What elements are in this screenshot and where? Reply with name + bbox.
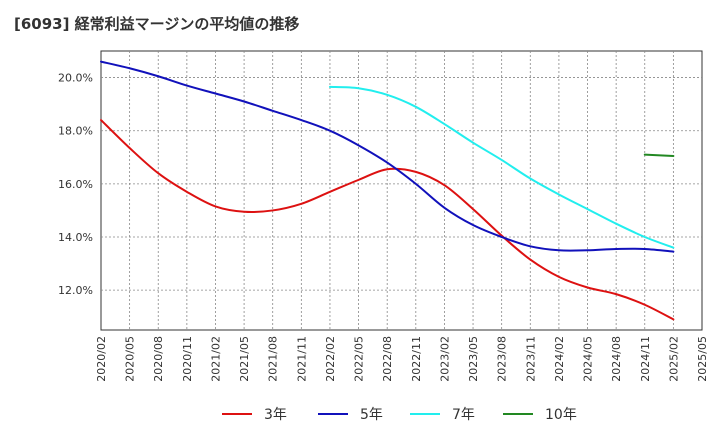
y-tick-label: 16.0%	[58, 178, 93, 191]
series-line-4	[643, 153, 675, 157]
x-tick-label: 2020/02	[95, 336, 108, 382]
x-tick-label: 2020/11	[181, 336, 194, 382]
y-tick-label: 18.0%	[58, 125, 93, 138]
x-tick-label: 2021/08	[267, 336, 280, 382]
x-tick-label: 2023/11	[524, 336, 537, 382]
chart-title: [6093] 経常利益マージンの平均値の推移	[14, 15, 300, 33]
x-tick-label: 2022/05	[353, 336, 366, 382]
y-tick-label: 12.0%	[58, 284, 93, 297]
x-tick-label: 2020/08	[152, 336, 165, 382]
legend-label-4: 10年	[545, 407, 577, 423]
x-tick-label: 2024/05	[582, 336, 595, 382]
x-tick-label: 2022/11	[410, 336, 423, 382]
x-tick-label: 2022/08	[381, 336, 394, 382]
legend-label-2: 5年	[360, 407, 383, 423]
x-tick-label: 2023/05	[467, 336, 480, 382]
x-tick-label: 2024/02	[553, 336, 566, 382]
y-tick-label: 20.0%	[58, 72, 93, 85]
x-tick-label: 2023/02	[438, 336, 451, 382]
x-tick-label: 2024/08	[610, 336, 623, 382]
series-line-1	[100, 119, 675, 321]
legend-label-3: 7年	[452, 407, 475, 423]
y-tick-label: 14.0%	[58, 231, 93, 244]
x-tick-label: 2020/05	[124, 336, 137, 382]
legend-label-1: 3年	[264, 407, 287, 423]
x-tick-label: 2024/11	[639, 336, 652, 382]
x-tick-label: 2021/02	[209, 336, 222, 382]
x-tick-label: 2021/05	[238, 336, 251, 382]
x-tick-label: 2021/11	[295, 336, 308, 382]
series-line-2	[100, 60, 675, 253]
plot-area	[100, 50, 703, 331]
x-tick-label: 2022/02	[324, 336, 337, 382]
x-tick-label: 2023/08	[496, 336, 509, 382]
x-tick-label: 2025/02	[667, 336, 680, 382]
series-line-3	[328, 85, 675, 249]
x-tick-label: 2025/05	[696, 336, 709, 382]
